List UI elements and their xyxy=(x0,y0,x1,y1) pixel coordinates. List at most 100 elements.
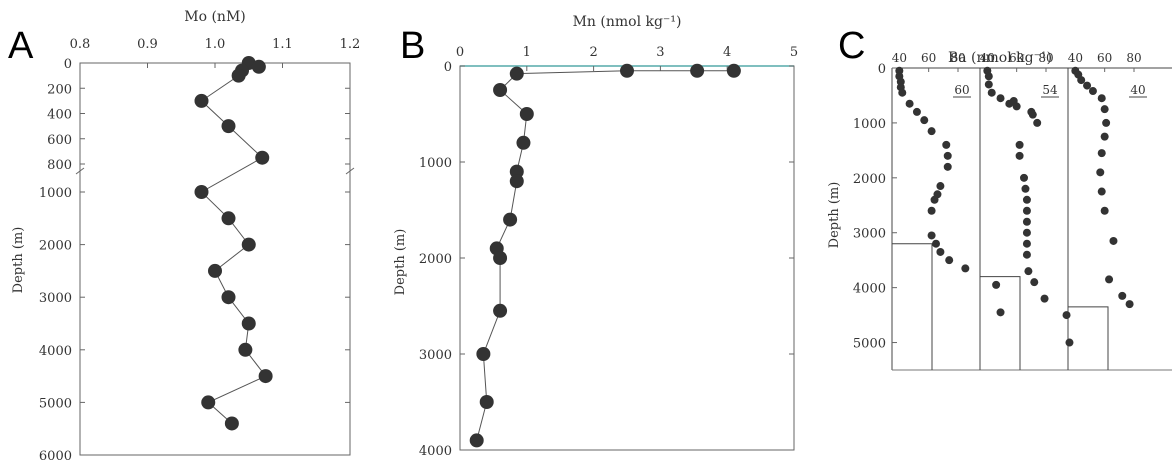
panel-c-data-point xyxy=(992,280,1001,289)
panel-c-data-point xyxy=(942,140,951,149)
panel-c-ba-chart: Ba (nmol kg⁻¹) Depth (m) 0 1000 2000 3000 40… xyxy=(827,50,1172,371)
panel-b-data-point xyxy=(493,83,508,97)
panel-b-data-point xyxy=(493,303,508,318)
panel-b-data-point xyxy=(479,395,494,409)
panel-c-data-point xyxy=(912,107,921,116)
panel-b-xtick-label: 2 xyxy=(589,45,597,60)
panel-c-data-point xyxy=(1083,81,1092,90)
panel-c-data-point xyxy=(987,88,996,97)
panel-c-data-point xyxy=(1040,294,1049,303)
panel-a-data-point xyxy=(255,150,270,165)
panel-c-data-point xyxy=(984,80,993,89)
panel-a-data-point xyxy=(224,416,239,431)
panel-c-bottom-boundary xyxy=(980,276,1021,370)
panel-c-ytick-label: 3000 xyxy=(853,227,886,242)
panel-c-data-point xyxy=(1077,76,1086,85)
panel-c-xlabel: Ba (nmol kg⁻¹) xyxy=(948,50,1052,66)
panel-b-xtick-label: 1 xyxy=(523,45,531,60)
panel-c-data-point xyxy=(1096,168,1105,177)
panel-c-xtick-label: 60 xyxy=(1097,51,1112,65)
panel-c-data-point xyxy=(1012,102,1021,111)
panel-a-ytick-label: 5000 xyxy=(39,396,72,411)
panel-c-data-point xyxy=(936,247,945,256)
panel-b-xlabel: Mn (nmol kg⁻¹) xyxy=(573,14,682,30)
panel-c-data-point xyxy=(1022,239,1031,248)
panel-c-xtick-label: 40 xyxy=(1068,51,1083,65)
panel-b-xtick-label: 5 xyxy=(790,45,798,60)
panel-c-data-point xyxy=(1020,173,1028,182)
panel-c-ytick-label: 4000 xyxy=(853,282,886,297)
panel-a-axis-break xyxy=(345,167,355,175)
panel-c-station-label: 40 xyxy=(1130,83,1145,97)
panel-b-series-line xyxy=(476,70,734,441)
panel-c-data-point xyxy=(920,116,929,125)
panel-c-xtick-label: 60 xyxy=(921,51,936,65)
panel-a-data-point xyxy=(221,119,236,134)
panel-c-data-point xyxy=(932,239,940,248)
panel-b-frame xyxy=(459,65,795,451)
panel-c-bottom-boundary xyxy=(892,243,933,370)
panel-c-data-point xyxy=(943,151,952,160)
panel-c-xtick-label: 40 xyxy=(892,51,907,65)
panel-c-data-point xyxy=(961,264,970,273)
panel-a-data-point xyxy=(221,290,236,305)
panel-b-ytick-label: 0 xyxy=(444,60,452,75)
panel-c-data-point xyxy=(896,77,905,86)
panel-c-data-point xyxy=(1097,149,1106,158)
panel-a-series-line xyxy=(200,62,267,424)
panel-c-xtick-label: 40 xyxy=(980,51,995,65)
panel-c-station-60: 40 60 80 60 xyxy=(892,51,971,370)
panel-b-data-point xyxy=(509,174,524,189)
panel-c-bottom-boundary xyxy=(1068,306,1109,370)
panel-c-data-point xyxy=(1088,87,1097,96)
panel-a-xtick-label: 0.8 xyxy=(70,37,91,52)
panel-b-data-point xyxy=(509,164,524,179)
panel-c-data-point xyxy=(1028,110,1037,119)
panel-a-data-point xyxy=(238,342,253,357)
panel-a-data-point xyxy=(251,59,266,74)
panel-b-mn-chart: Mn (nmol kg⁻¹) Depth (m) 0 1 2 3 4 5 0 1000 200… xyxy=(393,14,798,459)
panel-a-frame xyxy=(79,62,351,456)
panel-c-data-point xyxy=(930,195,939,204)
panel-c-data-point xyxy=(1097,94,1106,103)
panel-b-xtick-label: 3 xyxy=(656,45,664,60)
panel-c-data-point xyxy=(984,72,993,81)
panel-c-data-point xyxy=(1100,132,1109,141)
panel-c-xtick-label: 80 xyxy=(1038,51,1053,65)
panel-c-ytick-label: 2000 xyxy=(853,172,886,187)
panel-a-ytick-label: 400 xyxy=(47,108,72,123)
panel-letter-c: C xyxy=(838,25,865,67)
panel-c-data-point xyxy=(1015,140,1024,149)
panel-c-data-point xyxy=(996,94,1005,103)
panel-letter-a: A xyxy=(8,25,34,67)
panel-b-data-point xyxy=(469,433,484,448)
panel-c-data-point xyxy=(927,231,936,240)
panel-b-ytick-label: 2000 xyxy=(419,252,452,267)
panel-c-data-point xyxy=(1109,236,1118,245)
panel-c-xtick-label: 80 xyxy=(950,51,965,65)
panel-b-data-point xyxy=(726,63,741,78)
panel-c-station-label: 54 xyxy=(1042,83,1058,97)
panel-c-data-point xyxy=(936,182,945,191)
panel-b-data-point xyxy=(690,63,705,78)
panel-c-data-point xyxy=(1022,195,1031,204)
panel-b-xtick-label: 0 xyxy=(456,45,464,60)
panel-c-data-point xyxy=(1015,151,1024,160)
panel-c-ytick-label: 0 xyxy=(878,62,886,77)
panel-a-axis-break xyxy=(75,167,85,175)
panel-a-data-point xyxy=(201,395,216,410)
panel-a-data-point xyxy=(194,185,209,199)
panel-a-ytick-label: 3000 xyxy=(39,291,72,306)
panel-a-ytick-label: 600 xyxy=(47,133,72,148)
panel-c-xtick-label: 60 xyxy=(1009,51,1024,65)
panel-c-data-point xyxy=(1102,118,1111,127)
panel-c-station-label: 60 xyxy=(954,83,969,97)
panel-b-data-point xyxy=(620,63,634,78)
panel-c-station-40: 40 60 80 40 xyxy=(1062,51,1147,370)
panel-c-data-point xyxy=(1105,275,1114,284)
panel-c-data-point xyxy=(898,88,907,97)
panel-c-data-point xyxy=(927,127,936,136)
panel-c-data-point xyxy=(996,308,1005,317)
panel-c-station-54: 40 60 80 54 xyxy=(979,51,1059,370)
panel-c-data-point xyxy=(1062,311,1071,320)
